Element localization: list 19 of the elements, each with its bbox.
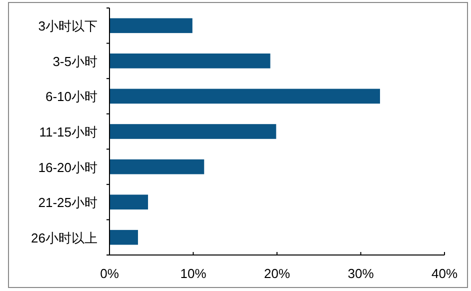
- bar: [110, 88, 380, 104]
- y-tick-label: 26小时以上: [31, 230, 98, 246]
- x-tick-label: 0%: [100, 266, 120, 281]
- bar: [110, 230, 138, 245]
- bar: [110, 18, 192, 34]
- bar: [110, 54, 270, 68]
- bar: [110, 124, 276, 139]
- x-tick-label: 20%: [264, 266, 290, 281]
- y-tick-label: 3小时以下: [38, 18, 98, 34]
- y-tick-label: 3-5小时: [52, 54, 98, 69]
- y-tick-label: 11-15小时: [39, 124, 98, 140]
- y-tick-label: 21-25小时: [38, 195, 98, 210]
- x-tick-label: 30%: [348, 266, 374, 281]
- bar: [110, 194, 148, 210]
- bar: [110, 159, 204, 174]
- x-tick-label: 10%: [180, 266, 207, 281]
- y-tick-label: 6-10小时: [45, 89, 98, 104]
- y-tick-label: 16-20小时: [38, 160, 98, 175]
- x-tick-label: 40%: [431, 266, 458, 281]
